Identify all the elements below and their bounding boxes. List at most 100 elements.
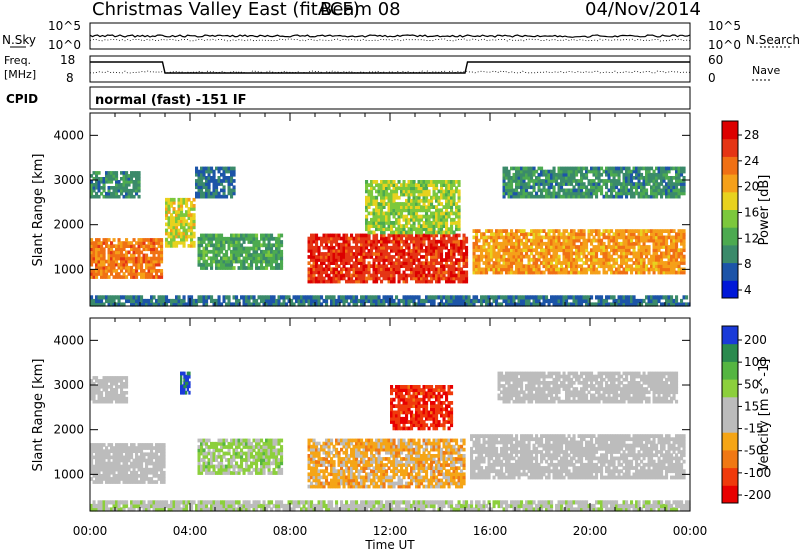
echo-cell bbox=[177, 228, 181, 233]
echo-cell bbox=[292, 295, 296, 300]
echo-cell bbox=[525, 191, 529, 196]
echo-cell bbox=[432, 295, 436, 300]
echo-cell bbox=[110, 455, 114, 460]
echo-cell bbox=[180, 219, 184, 224]
echo-cell bbox=[515, 264, 519, 269]
echo-cell bbox=[577, 229, 581, 233]
echo-cell bbox=[317, 249, 321, 253]
echo-cell bbox=[170, 298, 174, 304]
echo-cell bbox=[310, 270, 314, 275]
echo-cell bbox=[460, 255, 464, 259]
echo-cell bbox=[332, 261, 336, 265]
echo-cell bbox=[195, 302, 199, 307]
echo-cell bbox=[632, 295, 636, 300]
echo-cell bbox=[127, 183, 131, 187]
echo-cell bbox=[525, 264, 529, 269]
echo-cell bbox=[112, 191, 116, 196]
echo-cell bbox=[327, 261, 331, 265]
echo-cell bbox=[370, 198, 374, 203]
echo-cell bbox=[662, 267, 666, 272]
echo-cell bbox=[412, 221, 416, 225]
echo-cell bbox=[372, 258, 376, 262]
echo-cell bbox=[130, 247, 134, 252]
echo-cell bbox=[637, 254, 641, 259]
echo-cell bbox=[145, 458, 149, 463]
echo-cell bbox=[642, 261, 646, 265]
echo-cell bbox=[325, 264, 329, 268]
echo-cell bbox=[407, 236, 411, 241]
echo-cell bbox=[502, 229, 506, 233]
echo-cell bbox=[485, 298, 489, 304]
echo-cell bbox=[450, 279, 454, 284]
echo-cell bbox=[412, 239, 416, 244]
echo-cell bbox=[602, 261, 606, 265]
echo-cell bbox=[535, 191, 539, 196]
echo-cell bbox=[230, 188, 234, 193]
echo-cell bbox=[457, 205, 461, 209]
echo-cell bbox=[665, 261, 669, 265]
echo-cell bbox=[515, 270, 519, 275]
echo-cell bbox=[530, 295, 534, 300]
echo-cell bbox=[227, 169, 231, 174]
echo-cell bbox=[605, 254, 609, 259]
echo-cell bbox=[412, 205, 416, 209]
echo-cell bbox=[427, 273, 431, 278]
echo-cell bbox=[320, 239, 324, 244]
echo-cell bbox=[630, 270, 634, 275]
echo-cell bbox=[380, 230, 384, 235]
echo-cell bbox=[652, 176, 656, 180]
echo-cell bbox=[520, 188, 524, 193]
echo-cell bbox=[147, 272, 151, 276]
echo-cell bbox=[570, 254, 574, 259]
echo-cell bbox=[542, 254, 546, 259]
echo-cell bbox=[515, 261, 519, 265]
echo-cell bbox=[92, 446, 96, 450]
echo-cell bbox=[267, 256, 271, 261]
echo-cell bbox=[125, 244, 129, 248]
echo-cell bbox=[657, 185, 661, 190]
echo-cell bbox=[615, 251, 619, 256]
echo-cell bbox=[647, 172, 651, 177]
echo-cell bbox=[325, 298, 329, 304]
echo-cell bbox=[157, 250, 161, 255]
echo-cell bbox=[167, 231, 171, 236]
echo-cell bbox=[375, 183, 379, 187]
echo-cell bbox=[540, 188, 544, 193]
echo-cell bbox=[490, 251, 494, 256]
echo-cell bbox=[397, 233, 401, 238]
echo-cell bbox=[97, 446, 101, 450]
echo-cell bbox=[382, 224, 386, 228]
echo-cell bbox=[107, 177, 111, 181]
echo-cell bbox=[205, 233, 209, 238]
echo-cell bbox=[572, 176, 576, 180]
echo-cell bbox=[397, 195, 401, 200]
echo-cell bbox=[252, 256, 256, 261]
echo-cell bbox=[605, 264, 609, 269]
echo-cell bbox=[115, 449, 119, 453]
echo-cell bbox=[642, 185, 646, 190]
echo-cell bbox=[225, 262, 229, 267]
echo-cell bbox=[510, 229, 514, 233]
echo-cell bbox=[322, 270, 326, 275]
echo-cell bbox=[557, 248, 561, 253]
echo-cell bbox=[170, 240, 174, 245]
echo-cell bbox=[655, 251, 659, 256]
echo-cell bbox=[465, 302, 469, 307]
echo-cell bbox=[112, 298, 116, 304]
echo-cell bbox=[110, 480, 114, 484]
echo-cell bbox=[312, 273, 316, 278]
echo-cell bbox=[342, 264, 346, 268]
echo-cell bbox=[145, 461, 149, 466]
echo-cell bbox=[155, 272, 159, 276]
echo-cell bbox=[462, 245, 466, 250]
echo-cell bbox=[92, 449, 96, 453]
echo-cell bbox=[545, 241, 549, 246]
echo-cell bbox=[580, 185, 584, 190]
echo-cell bbox=[395, 189, 399, 194]
velocity-echo-marks bbox=[90, 371, 691, 512]
echo-cell bbox=[677, 194, 681, 199]
echo-cell bbox=[217, 233, 221, 238]
echo-cell bbox=[440, 230, 444, 235]
echo-cell bbox=[660, 261, 664, 265]
echo-cell bbox=[377, 295, 381, 300]
